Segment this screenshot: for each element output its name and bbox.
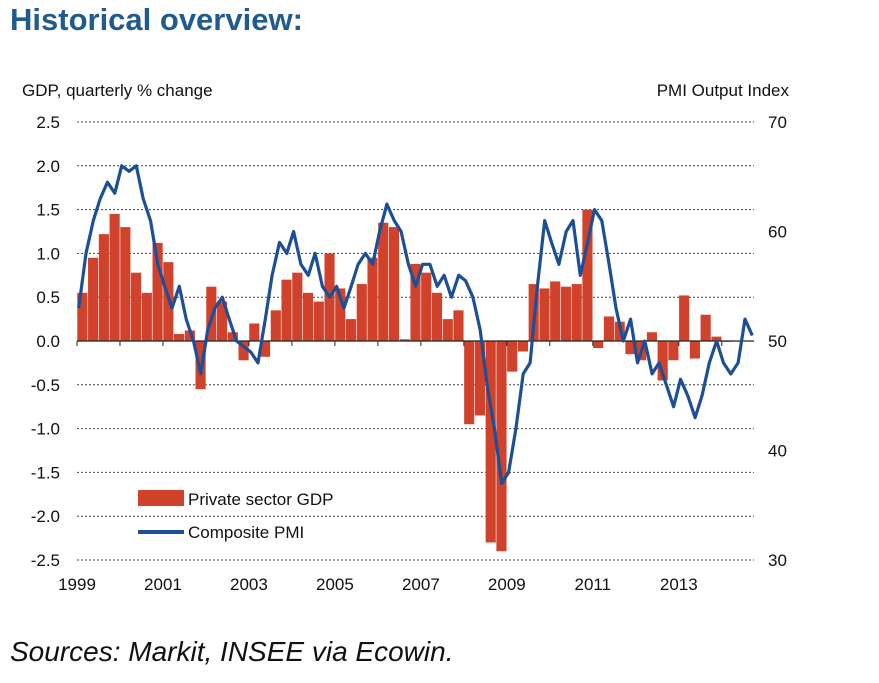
gdp-bar (689, 341, 700, 359)
legend-bar-label: Private sector GDP (188, 490, 334, 509)
gdp-bar (679, 295, 690, 341)
gdp-bar (700, 314, 711, 341)
gdp-bar (453, 310, 464, 341)
gdp-bar (431, 292, 443, 341)
pmi-line-series (77, 164, 754, 485)
gdp-bar (378, 222, 389, 341)
gdp-bar (109, 213, 120, 341)
gdp-bar (206, 286, 217, 341)
gdp-bar (539, 288, 550, 341)
right-tick-label: 60 (768, 223, 787, 242)
right-tick-label: 30 (768, 551, 787, 570)
gdp-bar (313, 301, 324, 341)
gdp-bar (259, 341, 271, 357)
gdp-bar (174, 333, 185, 341)
gdp-bar (711, 336, 722, 341)
gdp-bar (345, 319, 357, 341)
zero-axis (76, 340, 754, 346)
gdp-bar (582, 209, 593, 341)
pmi-line (77, 164, 754, 485)
right-axis-label: PMI Output Index (657, 81, 790, 100)
left-tick-label: 0.5 (36, 288, 60, 307)
gdp-bar (131, 272, 142, 341)
gdp-bar (399, 339, 410, 341)
right-tick-label: 50 (768, 332, 787, 351)
gdp-bar (668, 341, 679, 361)
left-tick-label: 0.0 (36, 332, 60, 351)
gdp-bar (560, 286, 572, 341)
gdp-bar (421, 272, 432, 341)
gdp-bar (88, 257, 99, 341)
gdp-bar (141, 292, 152, 341)
sources-note: Sources: Markit, INSEE via Ecowin. (10, 636, 454, 667)
x-tick-label: 2005 (316, 575, 354, 594)
left-tick-labels: 2.5 2.0 1.5 1.0 0.5 0.0 -0.5 -1.0 -1.5 -2.0 -2.5 (31, 113, 60, 570)
page-title: Historical overview: (10, 2, 303, 37)
left-tick-label: 1.0 (36, 244, 60, 263)
gdp-bar (657, 341, 668, 381)
gridlines (77, 121, 754, 561)
gdp-bar (270, 310, 281, 341)
x-tick-label: 2009 (488, 575, 526, 594)
gdp-bar (335, 288, 346, 341)
gdp-bar (227, 332, 238, 341)
legend-bar-swatch (138, 490, 184, 506)
gdp-bar (356, 284, 367, 341)
x-tick-labels: 1999 2001 2003 2005 2007 2009 2011 2013 (58, 575, 698, 594)
left-tick-label: 2.5 (36, 113, 60, 132)
right-tick-labels: 70 60 50 40 30 (768, 113, 787, 570)
left-tick-label: 1.5 (36, 201, 60, 220)
gdp-bar (485, 341, 496, 543)
gdp-bar (216, 301, 228, 341)
gdp-bar (120, 227, 131, 341)
x-tick-label: 2003 (230, 575, 268, 594)
gdp-bar (442, 319, 453, 341)
x-tick-label: 2007 (402, 575, 440, 594)
gdp-bar (593, 341, 604, 349)
gdp-bar (410, 263, 421, 341)
gdp-bar (496, 341, 507, 552)
gdp-bar (238, 341, 249, 361)
x-tick-label: 2001 (144, 575, 182, 594)
gdp-bar (388, 227, 400, 341)
gdp-bar (571, 284, 582, 341)
left-axis-label: GDP, quarterly % change (22, 81, 213, 100)
gdp-bar (646, 332, 657, 341)
right-tick-label: 70 (768, 113, 787, 132)
gdp-bar (184, 330, 195, 341)
gdp-bar (474, 341, 486, 416)
gdp-bar (550, 281, 561, 341)
gdp-bar (152, 242, 163, 341)
gdp-bar (98, 234, 109, 341)
gdp-bar (367, 257, 378, 341)
gdp-bar (507, 341, 518, 372)
gdp-bar (517, 341, 529, 352)
legend-line-label: Composite PMI (188, 523, 304, 542)
left-tick-label: -1.5 (31, 463, 60, 482)
left-tick-label: -1.0 (31, 420, 60, 439)
x-tick-label: 1999 (58, 575, 96, 594)
x-tick-label: 2013 (660, 575, 698, 594)
x-tick-label: 2011 (575, 575, 612, 594)
gdp-bar (281, 279, 292, 341)
gdp-bar (249, 323, 260, 341)
gdp-bar (464, 341, 475, 425)
gdp-bar (292, 272, 303, 341)
left-tick-label: -2.0 (31, 507, 60, 526)
left-tick-label: -0.5 (31, 376, 60, 395)
gdp-bar (302, 292, 314, 341)
gdp-bar (603, 316, 615, 341)
legend: Private sector GDP Composite PMI (138, 490, 334, 542)
right-tick-label: 40 (768, 442, 787, 461)
left-tick-label: 2.0 (36, 157, 60, 176)
left-tick-label: -2.5 (31, 551, 60, 570)
gdp-bar (77, 292, 88, 341)
gdp-bar (625, 341, 636, 355)
